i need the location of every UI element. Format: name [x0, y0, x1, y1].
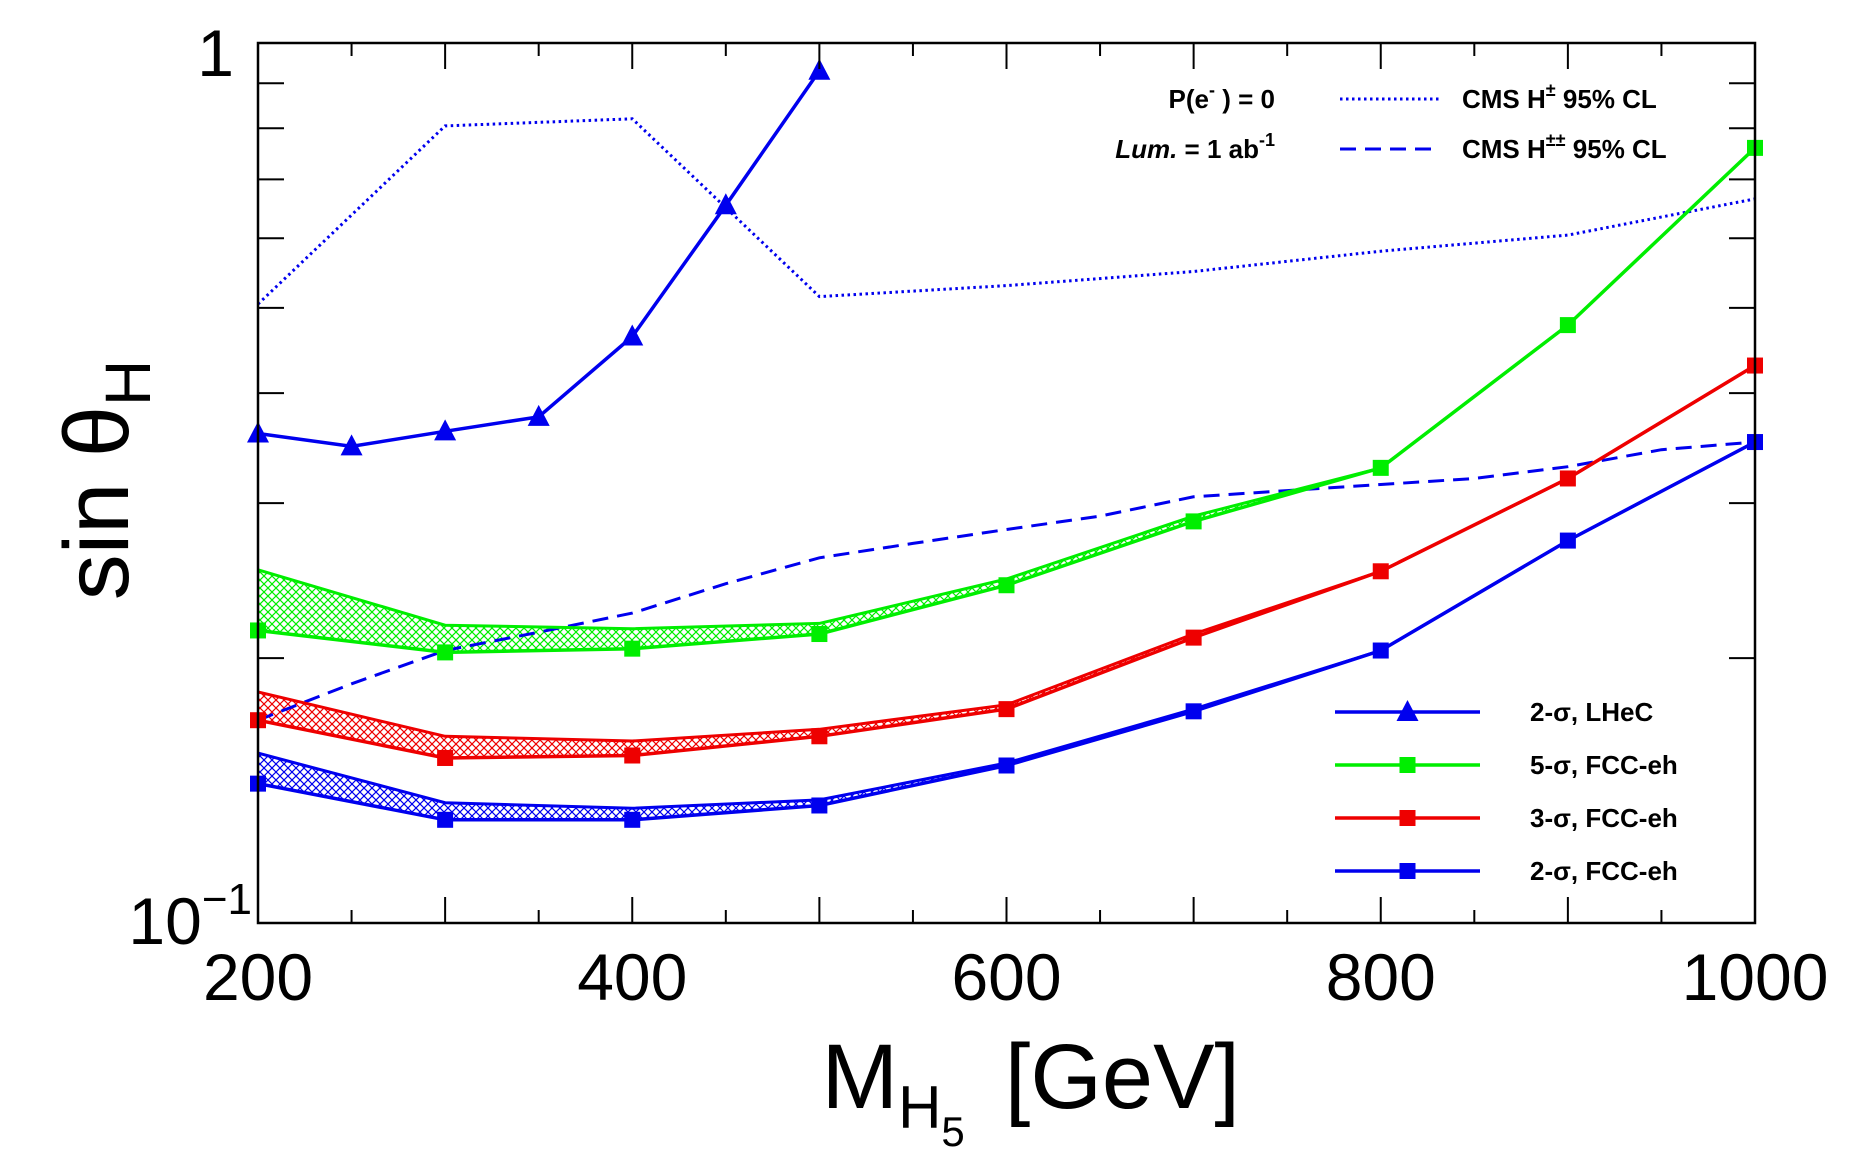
y-axis-title-main: sin θ — [46, 406, 148, 600]
polarization-sup: - — [1209, 80, 1215, 100]
x-axis-title-sub: H — [898, 1074, 941, 1141]
marker-3-fcc-eh — [998, 701, 1015, 718]
luminosity-annotation: Lum. = 1 ab-1 — [1115, 130, 1275, 164]
plot-frame — [256, 41, 1757, 925]
marker-3-fcc-eh — [1185, 629, 1202, 646]
series-markers — [247, 58, 1763, 828]
marker-5-fcc-eh — [1559, 317, 1576, 334]
line-cms-h-95-cl — [258, 440, 1755, 722]
y-tick-bottom-base: 10 — [128, 884, 201, 958]
y-axis-title-sub: H — [92, 360, 164, 406]
y-tick-bottom-exp: −1 — [202, 875, 252, 924]
marker-2-lhec — [714, 193, 737, 215]
marker-3-fcc-eh — [437, 749, 454, 766]
legend-label-cms-h-95-cl: CMS H±± 95% CL — [1462, 130, 1667, 164]
band-upper-5-fcc-eh — [258, 146, 1755, 631]
marker-2-lhec — [340, 434, 363, 456]
legend-label-main: 3-σ, FCC-eh — [1530, 803, 1678, 833]
marker-2-fcc-eh — [1185, 703, 1202, 720]
axis-tick-labels: 1 10−1 200 400 600 800 1000 — [128, 16, 1828, 1014]
marker-3-fcc-eh — [811, 728, 828, 745]
marker-3-fcc-eh — [1559, 470, 1576, 487]
legend-label-2-lhec: 2-σ, LHeC — [1530, 697, 1653, 727]
band-upper-3-fcc-eh — [258, 364, 1755, 743]
marker-5-fcc-eh — [437, 644, 454, 661]
marker-2-lhec — [527, 404, 550, 426]
y-tick-label-bottom: 10−1 — [128, 875, 252, 958]
marker-2-lhec — [808, 58, 831, 80]
band-5-fcc-eh — [258, 147, 1755, 653]
legend-marker-2-lhec — [1396, 700, 1419, 721]
y-axis-title: sin θH — [46, 360, 164, 601]
legend-label-main: 2-σ, LHeC — [1530, 697, 1653, 727]
legend-label-rest: 95% CL — [1566, 134, 1667, 164]
luminosity-sup: -1 — [1259, 130, 1275, 150]
marker-2-fcc-eh — [1559, 532, 1576, 549]
x-axis-title-subsub: 5 — [941, 1108, 964, 1150]
x-tick-label: 800 — [1326, 940, 1436, 1014]
luminosity-rest: = 1 ab — [1177, 134, 1259, 164]
legend-marker-5-fcc-eh — [1399, 757, 1416, 773]
marker-2-fcc-eh — [811, 797, 828, 814]
line-2-lhec — [258, 69, 821, 449]
polarization-annotation: P(e- ) = 0 — [1169, 80, 1275, 114]
legend-label-rest: 95% CL — [1556, 84, 1657, 114]
legend-marker-2-fcc-eh — [1399, 863, 1416, 879]
marker-5-fcc-eh — [1372, 459, 1389, 476]
marker-2-lhec — [621, 324, 644, 346]
polarization-rest: ) = 0 — [1215, 84, 1275, 114]
marker-5-fcc-eh — [624, 640, 641, 657]
x-tick-label: 400 — [577, 940, 687, 1014]
marker-2-fcc-eh — [624, 811, 641, 828]
marker-2-fcc-eh — [437, 811, 454, 828]
legend-label-main: CMS H — [1462, 84, 1546, 114]
luminosity-lum: Lum. — [1115, 134, 1177, 164]
marker-2-fcc-eh — [1372, 642, 1389, 659]
legend-marker-3-fcc-eh — [1399, 810, 1416, 826]
line-cms-h-95-cl — [258, 117, 1755, 306]
x-tick-label: 1000 — [1682, 940, 1829, 1014]
x-axis-title: MH5 [GeV] — [821, 1026, 1240, 1150]
x-axis-title-main: M — [821, 1026, 898, 1128]
x-tick-label: 600 — [951, 940, 1061, 1014]
axis-ticks — [257, 43, 1756, 923]
legend-label-sup: ±± — [1546, 130, 1566, 150]
marker-5-fcc-eh — [998, 577, 1015, 594]
legend-label-5-fcc-eh: 5-σ, FCC-eh — [1530, 750, 1678, 780]
legend-label-cms-h-95-cl: CMS H± 95% CL — [1462, 80, 1657, 114]
legend-label-main: CMS H — [1462, 134, 1546, 164]
marker-2-lhec — [434, 419, 457, 441]
marker-3-fcc-eh — [624, 747, 641, 764]
polarization-main: P(e — [1169, 84, 1209, 114]
marker-2-fcc-eh — [998, 757, 1015, 774]
marker-3-fcc-eh — [1372, 563, 1389, 580]
legend-label-main: 2-σ, FCC-eh — [1530, 856, 1678, 886]
line-5-fcc-eh — [258, 146, 1755, 655]
y-tick-label-top: 1 — [197, 16, 234, 90]
legend-label-2-fcc-eh: 2-σ, FCC-eh — [1530, 856, 1678, 886]
legend-label-main: 5-σ, FCC-eh — [1530, 750, 1678, 780]
marker-5-fcc-eh — [1185, 513, 1202, 530]
marker-5-fcc-eh — [811, 626, 828, 643]
legend-label-3-fcc-eh: 3-σ, FCC-eh — [1530, 803, 1678, 833]
legend-label-sup: ± — [1546, 80, 1556, 100]
x-axis-title-unit: [GeV] — [1005, 1026, 1240, 1128]
x-tick-label: 200 — [203, 940, 313, 1014]
